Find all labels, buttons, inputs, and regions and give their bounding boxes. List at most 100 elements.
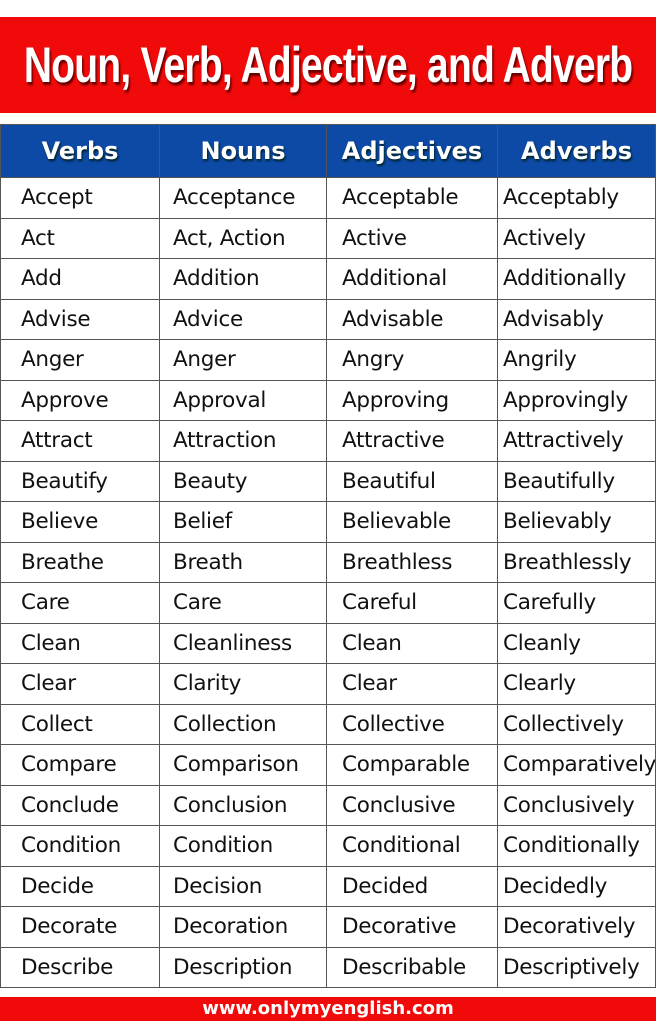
adverb-cell: Decidedly	[497, 865, 656, 907]
adjective-cell: Careful	[326, 582, 498, 624]
table-row: Decide Decision Decided Decidedly	[0, 865, 656, 907]
table-row: Beautify Beauty Beautiful Beautifully	[0, 460, 656, 502]
adjective-cell: Active	[326, 217, 498, 259]
noun-cell: Comparison	[159, 744, 327, 786]
adjective-cell: Comparable	[326, 744, 498, 786]
word-forms-table: Verbs Nouns Adjectives Adverbs Accept Acc…	[0, 124, 656, 988]
adjective-cell: Additional	[326, 258, 498, 300]
noun-cell: Conclusion	[159, 784, 327, 826]
noun-cell: Collection	[159, 703, 327, 745]
adverb-cell: Attractively	[497, 420, 656, 462]
verb-cell: Clear	[0, 663, 160, 705]
verb-cell: Clean	[0, 622, 160, 664]
table-row: Act Act, Action Active Actively	[0, 217, 656, 259]
adverb-cell: Conclusively	[497, 784, 656, 826]
noun-cell: Care	[159, 582, 327, 624]
table-row: Clear Clarity Clear Clearly	[0, 663, 656, 705]
noun-cell: Decoration	[159, 906, 327, 948]
title-banner: Noun, Verb, Adjective, and Adverb	[0, 17, 656, 113]
adverb-cell: Descriptively	[497, 946, 656, 988]
noun-cell: Breath	[159, 541, 327, 583]
verb-cell: Condition	[0, 825, 160, 867]
verb-cell: Act	[0, 217, 160, 259]
table-row: Advise Advice Advisable Advisably	[0, 298, 656, 340]
noun-cell: Anger	[159, 339, 327, 381]
table-row: Collect Collection Collective Collectively	[0, 703, 656, 745]
adjective-cell: Decorative	[326, 906, 498, 948]
footer-website: www.onlymyenglish.com	[0, 997, 656, 1021]
adjective-cell: Describable	[326, 946, 498, 988]
table-row: Condition Condition Conditional Conditional…	[0, 825, 656, 867]
header-adverbs: Adverbs	[497, 124, 656, 178]
table-row: Decorate Decoration Decorative Decoratively	[0, 906, 656, 948]
adjective-cell: Conclusive	[326, 784, 498, 826]
table-row: Approve Approval Approving Approvingly	[0, 379, 656, 421]
adjective-cell: Believable	[326, 501, 498, 543]
header-adjectives: Adjectives	[326, 124, 498, 178]
verb-cell: Collect	[0, 703, 160, 745]
verb-cell: Beautify	[0, 460, 160, 502]
verb-cell: Describe	[0, 946, 160, 988]
noun-cell: Advice	[159, 298, 327, 340]
noun-cell: Attraction	[159, 420, 327, 462]
adjective-cell: Acceptable	[326, 177, 498, 219]
adverb-cell: Breathlessly	[497, 541, 656, 583]
verb-cell: Attract	[0, 420, 160, 462]
verb-cell: Anger	[0, 339, 160, 381]
verb-cell: Accept	[0, 177, 160, 219]
adjective-cell: Angry	[326, 339, 498, 381]
noun-cell: Addition	[159, 258, 327, 300]
noun-cell: Description	[159, 946, 327, 988]
adverb-cell: Conditionally	[497, 825, 656, 867]
adjective-cell: Conditional	[326, 825, 498, 867]
table-row: Anger Anger Angry Angrily	[0, 339, 656, 381]
table-row: Breathe Breath Breathless Breathlessly	[0, 541, 656, 583]
adverb-cell: Decoratively	[497, 906, 656, 948]
page-title: Noun, Verb, Adjective, and Adverb	[23, 37, 633, 93]
adverb-cell: Carefully	[497, 582, 656, 624]
table-row: Care Care Careful Carefully	[0, 582, 656, 624]
noun-cell: Decision	[159, 865, 327, 907]
adverb-cell: Advisably	[497, 298, 656, 340]
noun-cell: Clarity	[159, 663, 327, 705]
adverb-cell: Actively	[497, 217, 656, 259]
verb-cell: Decorate	[0, 906, 160, 948]
noun-cell: Act, Action	[159, 217, 327, 259]
verb-cell: Decide	[0, 865, 160, 907]
noun-cell: Condition	[159, 825, 327, 867]
noun-cell: Beauty	[159, 460, 327, 502]
table-row: Add Addition Additional Additionally	[0, 258, 656, 300]
adjective-cell: Breathless	[326, 541, 498, 583]
verb-cell: Breathe	[0, 541, 160, 583]
verb-cell: Believe	[0, 501, 160, 543]
noun-cell: Belief	[159, 501, 327, 543]
verb-cell: Compare	[0, 744, 160, 786]
noun-cell: Approval	[159, 379, 327, 421]
verb-cell: Conclude	[0, 784, 160, 826]
adverb-cell: Additionally	[497, 258, 656, 300]
table-row: Attract Attraction Attractive Attractively	[0, 420, 656, 462]
table-row: Conclude Conclusion Conclusive Conclusively	[0, 784, 656, 826]
verb-cell: Approve	[0, 379, 160, 421]
adjective-cell: Approving	[326, 379, 498, 421]
verb-cell: Add	[0, 258, 160, 300]
noun-cell: Acceptance	[159, 177, 327, 219]
adverb-cell: Clearly	[497, 663, 656, 705]
adverb-cell: Believably	[497, 501, 656, 543]
verb-cell: Advise	[0, 298, 160, 340]
table-header-row: Verbs Nouns Adjectives Adverbs	[0, 124, 656, 178]
table-row: Compare Comparison Comparable Comparatively	[0, 744, 656, 786]
adjective-cell: Decided	[326, 865, 498, 907]
adjective-cell: Advisable	[326, 298, 498, 340]
adjective-cell: Clean	[326, 622, 498, 664]
adjective-cell: Attractive	[326, 420, 498, 462]
adverb-cell: Approvingly	[497, 379, 656, 421]
header-verbs: Verbs	[0, 124, 160, 178]
adjective-cell: Collective	[326, 703, 498, 745]
table-row: Describe Description Describable Descriptiv…	[0, 946, 656, 988]
adverb-cell: Collectively	[497, 703, 656, 745]
noun-cell: Cleanliness	[159, 622, 327, 664]
adjective-cell: Beautiful	[326, 460, 498, 502]
table-row: Believe Belief Believable Believably	[0, 501, 656, 543]
adverb-cell: Beautifully	[497, 460, 656, 502]
